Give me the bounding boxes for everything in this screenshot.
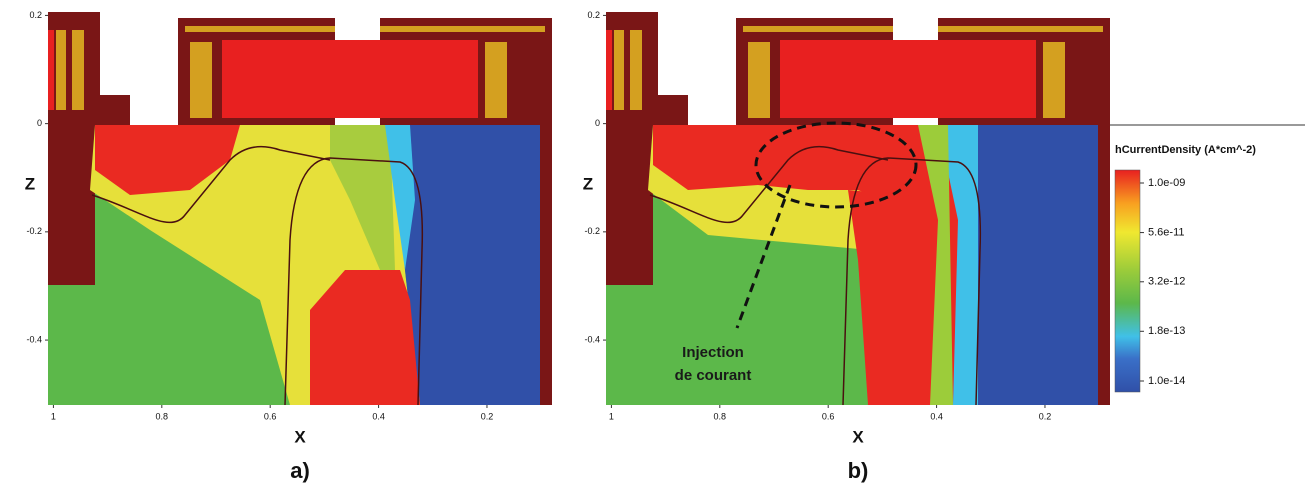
x-axis-label: X: [852, 427, 864, 446]
annotation: de courant: [675, 367, 752, 384]
caption: b): [848, 458, 869, 483]
x-tick-label: 0.2: [1039, 411, 1052, 421]
y-tick-label: -0.2: [584, 226, 600, 236]
y-axis-label: Z: [583, 174, 593, 193]
colorbar-label: 3.2e-12: [1148, 276, 1185, 288]
colorbar-title: hCurrentDensity (A*cm^-2): [1115, 144, 1256, 156]
x-tick-label: 1: [51, 411, 56, 421]
x-tick-label: 0.8: [714, 411, 727, 421]
y-tick-label: -0.4: [584, 334, 600, 344]
x-axis-label: X: [294, 427, 306, 446]
x-tick-label: 1: [609, 411, 614, 421]
colorbar: [1114, 169, 1141, 393]
y-axis-label: Z: [25, 174, 35, 193]
x-tick-label: 0.2: [481, 411, 494, 421]
x-tick-label: 0.6: [822, 411, 835, 421]
field-a: [48, 12, 552, 406]
caption: a): [290, 458, 310, 483]
x-tick-label: 0.8: [156, 411, 169, 421]
y-tick-label: 0: [595, 118, 600, 128]
y-tick-label: -0.2: [26, 226, 42, 236]
annotation: Injection: [682, 344, 744, 361]
colorbar-label: 1.8e-13: [1148, 325, 1185, 337]
colorbar-label: 1.0e-09: [1148, 177, 1185, 189]
y-tick-label: 0: [37, 118, 42, 128]
colorbar-label: 1.0e-14: [1148, 375, 1185, 387]
x-tick-label: 0.6: [264, 411, 277, 421]
x-tick-label: 0.4: [930, 411, 943, 421]
y-tick-label: 0.2: [587, 10, 600, 20]
field-b: [606, 12, 1110, 406]
y-tick-label: 0.2: [29, 10, 42, 20]
y-tick-label: -0.4: [26, 334, 42, 344]
x-tick-label: 0.4: [372, 411, 385, 421]
colorbar-label: 5.6e-11: [1148, 226, 1185, 238]
